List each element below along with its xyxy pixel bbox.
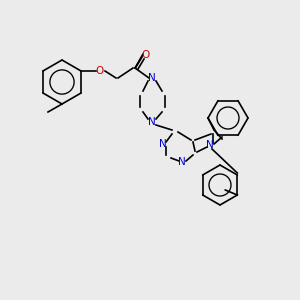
Text: N: N [148, 117, 156, 127]
Text: O: O [142, 50, 150, 60]
Text: N: N [148, 73, 156, 83]
Text: N: N [206, 140, 214, 150]
Text: O: O [96, 66, 104, 76]
Text: N: N [159, 139, 167, 149]
Text: N: N [178, 157, 186, 167]
